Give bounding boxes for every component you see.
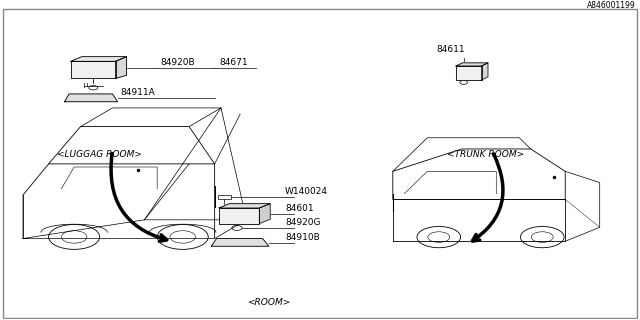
- Text: <TRUNK ROOM>: <TRUNK ROOM>: [447, 150, 525, 159]
- FancyArrowPatch shape: [111, 154, 166, 241]
- Polygon shape: [481, 63, 488, 80]
- Text: 84601: 84601: [285, 204, 314, 213]
- Polygon shape: [219, 208, 259, 224]
- Text: 84920B: 84920B: [161, 58, 195, 67]
- Text: 84611: 84611: [436, 45, 465, 54]
- FancyArrowPatch shape: [472, 154, 503, 241]
- Polygon shape: [456, 66, 481, 80]
- Polygon shape: [65, 94, 118, 102]
- Text: <LUGGAG ROOM>: <LUGGAG ROOM>: [57, 150, 142, 159]
- Text: 84920G: 84920G: [285, 218, 321, 227]
- Text: <ROOM>: <ROOM>: [247, 298, 291, 307]
- Polygon shape: [219, 204, 270, 208]
- Polygon shape: [71, 57, 127, 61]
- Polygon shape: [456, 63, 488, 66]
- Text: 84911A: 84911A: [121, 88, 156, 97]
- Polygon shape: [259, 204, 270, 224]
- Polygon shape: [71, 61, 116, 78]
- Text: A846001199: A846001199: [588, 1, 636, 10]
- Polygon shape: [116, 57, 127, 78]
- Polygon shape: [211, 238, 269, 246]
- Bar: [218, 195, 230, 199]
- Text: 84671: 84671: [220, 58, 248, 67]
- Text: 84910B: 84910B: [285, 233, 319, 242]
- Text: W140024: W140024: [285, 187, 328, 196]
